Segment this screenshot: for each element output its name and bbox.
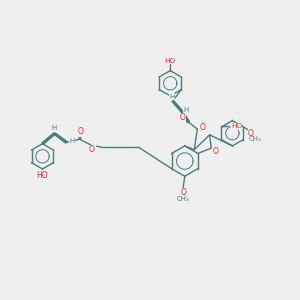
Text: H: H [169,94,175,100]
Text: HO: HO [231,123,242,129]
Text: O: O [248,129,254,138]
Text: O: O [180,113,186,122]
Text: O: O [77,128,83,136]
Text: CH₃: CH₃ [249,136,262,142]
Text: H: H [183,106,189,112]
Text: O: O [199,123,205,132]
Text: O: O [213,147,219,156]
Text: HO: HO [37,171,48,180]
Text: H: H [69,137,74,143]
Text: O: O [89,145,95,154]
Text: CH₃: CH₃ [177,196,190,202]
Text: HO: HO [165,58,176,64]
Text: O: O [180,188,186,197]
Text: H: H [51,125,56,131]
